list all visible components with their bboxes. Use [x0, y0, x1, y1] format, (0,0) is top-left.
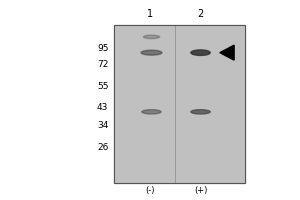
Ellipse shape	[143, 35, 160, 39]
Text: 1: 1	[147, 9, 153, 19]
Text: 95: 95	[97, 44, 108, 53]
Bar	[114, 25, 245, 183]
Text: (+): (+)	[194, 186, 207, 195]
Text: 72: 72	[97, 60, 108, 69]
Text: 26: 26	[97, 143, 108, 152]
Text: 55: 55	[97, 82, 108, 91]
Ellipse shape	[191, 50, 210, 55]
Text: 34: 34	[97, 121, 108, 130]
Text: 2: 2	[197, 9, 204, 19]
Bar	[114, 25, 245, 183]
Polygon shape	[220, 45, 234, 60]
Ellipse shape	[141, 50, 162, 55]
Text: (-): (-)	[145, 186, 155, 195]
Ellipse shape	[142, 110, 161, 114]
Text: 43: 43	[97, 103, 108, 112]
Ellipse shape	[191, 110, 210, 114]
